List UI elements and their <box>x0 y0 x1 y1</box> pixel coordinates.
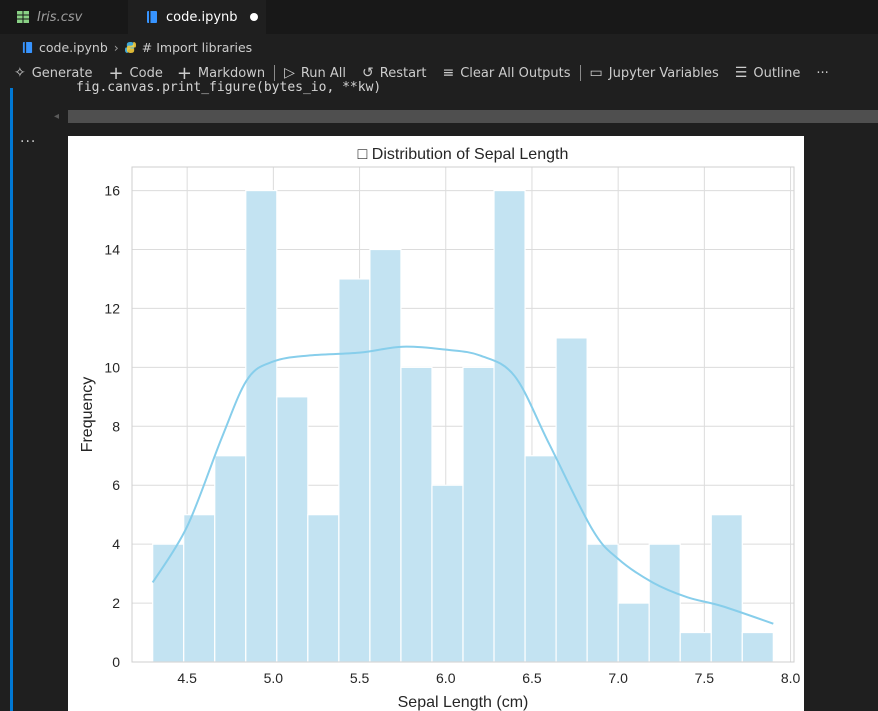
tab-label: code.ipynb <box>166 9 238 25</box>
y-tick-label: 0 <box>112 654 120 670</box>
generate-button[interactable]: ✧ Generate <box>14 62 92 84</box>
run-all-label: Run All <box>300 65 347 81</box>
histogram-bar <box>555 337 588 663</box>
x-tick-label: 5.0 <box>264 670 284 686</box>
x-tick-label: 4.5 <box>177 670 197 686</box>
x-tick-label: 7.0 <box>608 670 628 686</box>
more-actions-button[interactable]: ··· <box>816 62 828 84</box>
plus-icon: + <box>108 62 124 84</box>
y-tick-label: 4 <box>112 536 120 552</box>
tab-label: Iris.csv <box>37 9 83 25</box>
kde-curve <box>151 345 774 625</box>
histogram-bar <box>152 543 185 663</box>
plot-frame <box>131 166 795 663</box>
toolbar-divider <box>579 65 581 81</box>
code-line: fig.canvas.print_figure(bytes_io, **kw) <box>76 80 382 95</box>
python-icon <box>124 41 136 53</box>
sparkle-icon: ✧ <box>14 65 26 81</box>
histogram-bar <box>741 631 774 663</box>
histogram-bar <box>586 543 619 663</box>
chart-title: □ Distribution of Sepal Length <box>358 146 569 163</box>
add-markdown-button[interactable]: + Markdown <box>177 62 265 84</box>
x-tick-label: 6.0 <box>436 670 456 686</box>
tab-iris-csv[interactable]: Iris.csv <box>0 0 128 34</box>
x-tick-label: 7.5 <box>695 670 715 686</box>
list-icon: ☰ <box>734 65 748 81</box>
y-tick-label: 6 <box>112 477 120 493</box>
restart-label: Restart <box>379 65 427 81</box>
y-tick-label: 2 <box>112 595 120 611</box>
x-tick-label: 6.5 <box>522 670 542 686</box>
code-label: Code <box>129 65 163 81</box>
histogram-bar <box>400 366 433 663</box>
y-tick-label: 10 <box>104 359 120 375</box>
x-tick-label: 5.5 <box>350 670 370 686</box>
histogram-bar <box>245 189 278 663</box>
histogram-bar <box>617 602 650 663</box>
chevron-right-icon: › <box>113 39 119 55</box>
notebook-toolbar: ✧ Generate + Code + Markdown ▷ Run All ↺… <box>0 60 878 86</box>
breadcrumb-file[interactable]: code.ipynb <box>39 39 108 55</box>
histogram-bar <box>214 455 247 663</box>
y-tick-label: 8 <box>112 418 120 434</box>
histogram-bar <box>369 248 402 663</box>
plus-icon: + <box>176 62 192 84</box>
breadcrumb: code.ipynb › # Import libraries <box>22 38 252 56</box>
x-tick-label: 8.0 <box>781 670 801 686</box>
jupyter-variables-button[interactable]: ▭ Jupyter Variables <box>590 62 719 84</box>
histogram-bar <box>679 631 712 663</box>
histogram-bar <box>307 514 340 663</box>
clear-all-icon: ≡ <box>442 65 455 81</box>
add-code-button[interactable]: + Code <box>108 62 162 84</box>
run-all-icon: ▷ <box>284 65 295 81</box>
markdown-label: Markdown <box>197 65 266 81</box>
variables-icon: ▭ <box>589 65 603 81</box>
histogram-bar <box>183 514 216 663</box>
histogram-chart: 4.5 5.0 5.5 6.0 6.5 7.0 7.5 8.0 0 2 4 6 8 10 12 14 16 □… <box>79 146 801 711</box>
tab-code-ipynb[interactable]: code.ipynb <box>128 0 266 34</box>
table-icon <box>17 11 29 23</box>
outline-button[interactable]: ☰ Outline <box>735 62 801 84</box>
toolbar-divider <box>274 65 276 81</box>
clear-outputs-button[interactable]: ≡ Clear All Outputs <box>443 62 571 84</box>
y-tick-label: 12 <box>104 300 120 316</box>
histogram-bar <box>276 396 309 663</box>
histogram-bar <box>493 189 526 663</box>
breadcrumb-section[interactable]: # Import libraries <box>141 39 253 55</box>
unsaved-dot-icon[interactable] <box>249 13 258 21</box>
histogram-bar <box>462 366 495 663</box>
x-axis-label: Sepal Length (cm) <box>398 694 529 711</box>
y-axis-label: Frequency <box>79 377 96 453</box>
variables-label: Jupyter Variables <box>608 65 719 81</box>
histogram-bar <box>710 514 743 663</box>
more-icon: ··· <box>816 65 829 81</box>
cell-output-menu-button[interactable]: ··· <box>20 134 37 150</box>
run-all-button[interactable]: ▷ Run All <box>284 62 346 84</box>
restart-button[interactable]: ↺ Restart <box>362 62 426 84</box>
generate-label: Generate <box>31 65 93 81</box>
histogram-bar <box>431 484 464 663</box>
notebook-icon <box>22 41 33 53</box>
cell-output: 4.5 5.0 5.5 6.0 6.5 7.0 7.5 8.0 0 2 4 6 8 10 12 14 16 □… <box>68 136 804 711</box>
y-tick-label: 16 <box>104 183 120 199</box>
histogram-bar <box>338 278 371 663</box>
y-tick-label: 14 <box>104 242 120 258</box>
notebook-icon <box>147 11 157 23</box>
cell-focus-indicator <box>10 88 13 711</box>
clear-outputs-label: Clear All Outputs <box>460 65 571 81</box>
restart-icon: ↺ <box>362 65 374 81</box>
horizontal-scrollbar[interactable] <box>68 110 878 123</box>
outline-label: Outline <box>753 65 801 81</box>
tab-bar: Iris.csv code.ipynb <box>0 0 878 34</box>
histogram-bar <box>524 455 557 663</box>
scroll-left-icon[interactable]: ◂ <box>54 111 60 122</box>
histogram-bar <box>648 543 681 663</box>
